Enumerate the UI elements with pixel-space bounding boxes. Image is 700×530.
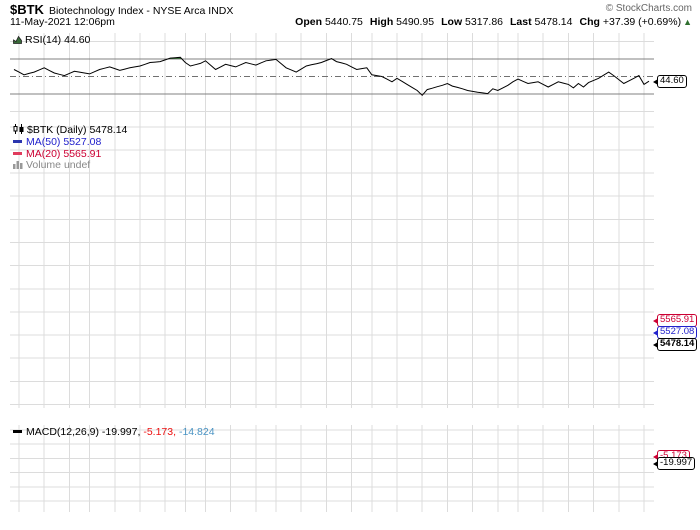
ma20-legend: MA(20) 5565.91 (13, 149, 101, 160)
open-value: 5440.75 (324, 16, 363, 28)
macd-legend-label: MACD(12,26,9) (26, 426, 99, 438)
volume-bars-icon (13, 161, 23, 169)
last-label: Last (510, 16, 532, 28)
rsi-series (13, 56, 650, 97)
macd-signal-value: -5.173, (143, 426, 177, 438)
price-legend: $BTK (Daily) 5478.14 (13, 124, 127, 136)
chg-label: Chg (579, 16, 600, 28)
macd-value-callout: -19.997 (652, 457, 696, 470)
last-value: 5478.14 (534, 16, 573, 28)
rsi-value-callout: 44.60 (653, 75, 687, 88)
series (13, 56, 650, 97)
high-value: 5490.95 (396, 16, 435, 28)
high-label: High (369, 16, 394, 28)
macd-line-icon (13, 430, 22, 433)
change-up-arrow-icon: ▲ (683, 17, 692, 27)
candlestick-icon (13, 124, 24, 134)
price-legend-label: $BTK (Daily) (27, 124, 87, 136)
price-legend-value: 5478.14 (89, 124, 128, 136)
rsi-line (13, 56, 650, 97)
rsi-legend-value: 44.60 (64, 34, 91, 46)
rsi-legend-label: RSI(14) (25, 34, 62, 46)
ma50-value: 5527.08 (63, 136, 102, 148)
last-price-callout: 5478.14 (652, 338, 698, 351)
volume-label: Volume (26, 159, 62, 171)
ma20-line-icon (13, 152, 22, 155)
rsi-legend: RSI(14) 44.60 (13, 35, 90, 46)
quote-row: 11-May-2021 12:06pm Open 5440.75 High 549… (10, 16, 692, 29)
header: $BTK Biotechnology Index - NYSE Arca INDX… (10, 1, 692, 17)
symbol: $BTK (10, 2, 44, 17)
rsi-area-icon (13, 35, 22, 44)
macd-hist-value: -14.824 (178, 426, 215, 438)
ma20-label: MA(20) (26, 148, 61, 160)
gridlines (10, 33, 654, 512)
low-value: 5317.86 (465, 16, 504, 28)
quote-strip: Open 5440.75 High 5490.95 Low 5317.86 Last … (288, 16, 692, 28)
ma20-value: 5565.91 (63, 148, 102, 160)
macd-value: -19.997, (101, 426, 141, 438)
copyright: © StockCharts.com (605, 3, 692, 14)
volume-value: undef (63, 159, 91, 171)
ma20-value-callout: 5565.91 (652, 314, 698, 327)
ma50-label: MA(50) (26, 136, 61, 148)
low-label: Low (441, 16, 463, 28)
ma50-line-icon (13, 140, 22, 143)
ma50-legend: MA(50) 5527.08 (13, 137, 101, 148)
macd-legend: MACD(12,26,9) -19.997, -5.173, -14.824 (13, 427, 215, 438)
volume-legend: Volume undef (13, 160, 90, 171)
chart-title: Biotechnology Index - NYSE Arca INDX (48, 5, 234, 17)
chg-value: +37.39 (+0.69%) (602, 16, 682, 28)
datetime: 11-May-2021 12:06pm (10, 16, 115, 28)
open-label: Open (295, 16, 323, 28)
